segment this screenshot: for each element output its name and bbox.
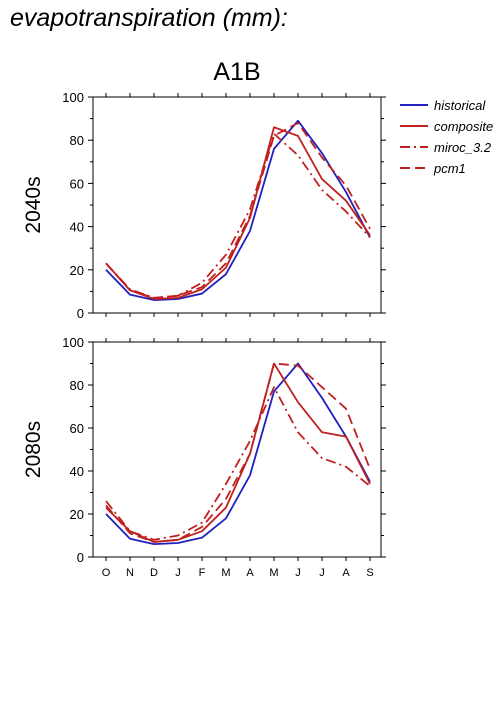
y-tick-label: 100 — [62, 335, 84, 350]
y-tick-label: 80 — [70, 133, 84, 148]
x-tick-label: D — [150, 567, 158, 579]
series-line-historical — [105, 362, 371, 545]
x-tick-label: A — [342, 567, 350, 579]
series-line-miroc-3-2 — [105, 386, 371, 541]
panel-label: 2080s — [22, 421, 45, 478]
x-tick-label: M — [269, 567, 278, 579]
legend-label: historical — [434, 98, 486, 113]
y-tick-label: 20 — [70, 507, 84, 522]
series-line-pcm1 — [105, 362, 371, 543]
x-tick-label: N — [126, 567, 134, 579]
legend-label: pcm1 — [433, 161, 466, 176]
plot-frame — [92, 341, 382, 558]
series-line-historical — [105, 119, 371, 301]
series-line-miroc-3-2 — [105, 132, 371, 299]
x-tick-label: J — [175, 567, 181, 579]
series-line-composite — [105, 126, 371, 300]
y-tick-label: 80 — [70, 378, 84, 393]
x-tick-label: O — [102, 567, 111, 579]
panel-label: 2040s — [22, 176, 45, 233]
y-tick-label: 40 — [70, 464, 84, 479]
x-tick-label: J — [295, 567, 301, 579]
scenario-label: A1B — [213, 58, 260, 86]
x-tick-label: A — [246, 567, 254, 579]
page-title: evapotranspiration (mm): — [10, 4, 288, 32]
y-tick-label: 0 — [77, 550, 84, 565]
y-tick-label: 60 — [70, 176, 84, 191]
y-tick-label: 20 — [70, 263, 84, 278]
series-line-composite — [105, 362, 371, 543]
y-tick-label: 0 — [77, 306, 84, 321]
x-tick-label: F — [199, 567, 206, 579]
x-tick-label: S — [366, 567, 373, 579]
y-tick-label: 100 — [62, 90, 84, 105]
y-tick-label: 40 — [70, 220, 84, 235]
legend-label: composite — [434, 119, 493, 134]
x-tick-label: M — [221, 567, 230, 579]
x-tick-label: J — [319, 567, 325, 579]
legend-label: miroc_3.2 — [434, 140, 492, 155]
plot-frame — [92, 96, 382, 314]
series-line-pcm1 — [105, 122, 371, 299]
y-tick-label: 60 — [70, 421, 84, 436]
